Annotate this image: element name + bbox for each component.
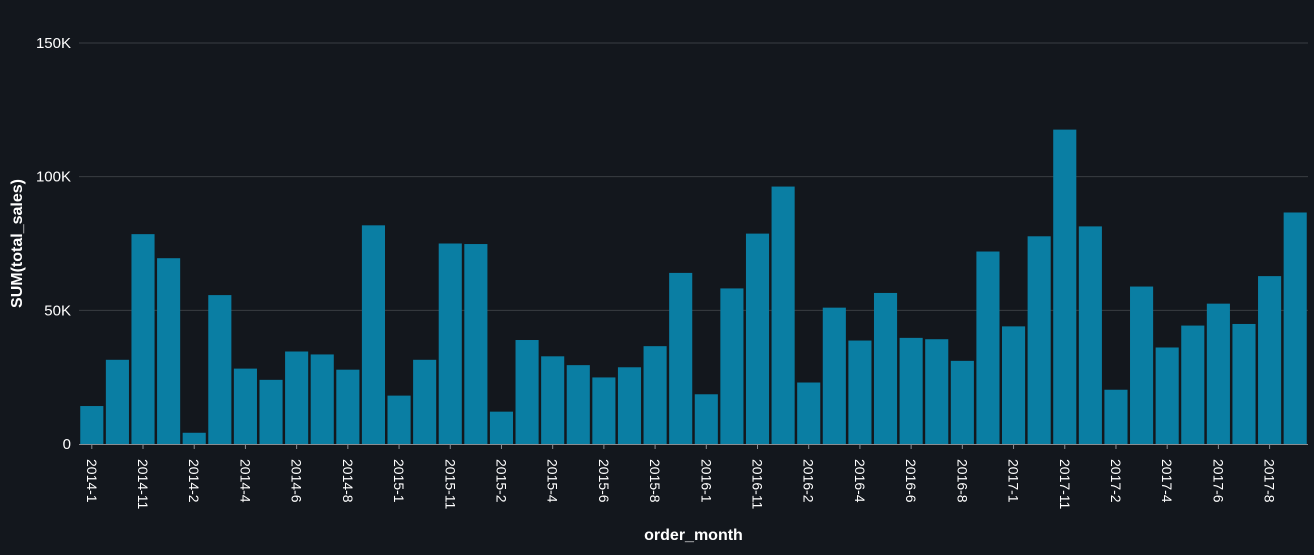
x-tick-label: 2015-11: [442, 459, 458, 510]
x-tick-label: 2015-6: [596, 459, 612, 503]
bar[interactable]: [105, 359, 129, 444]
bar[interactable]: [1104, 389, 1128, 444]
x-tick-label: 2017-11: [1057, 459, 1073, 510]
y-tick-label: 50K: [44, 302, 71, 319]
x-tick-label: 2015-4: [545, 459, 561, 503]
x-axis-ticks: 2014-1 2014-11 2014-2 2014-4 2014-6 2014-8 201…: [84, 444, 1278, 510]
bar[interactable]: [1053, 129, 1077, 444]
grid-lines: [79, 42, 1308, 311]
bar[interactable]: [310, 354, 334, 444]
bar[interactable]: [745, 233, 770, 444]
x-tick-label: 2016-1: [698, 459, 714, 503]
bar[interactable]: [950, 360, 974, 444]
bar[interactable]: [1283, 212, 1307, 444]
bar[interactable]: [1181, 325, 1205, 444]
bar[interactable]: [976, 251, 1000, 444]
bar[interactable]: [80, 406, 104, 444]
y-tick-label: 100K: [36, 169, 71, 186]
bar[interactable]: [566, 365, 590, 444]
bar[interactable]: [361, 225, 385, 444]
bar[interactable]: [1002, 326, 1026, 444]
x-tick-label: 2017-2: [1108, 459, 1124, 503]
x-tick-label: 2015-8: [647, 459, 663, 503]
x-tick-label: 2017-1: [1006, 459, 1022, 503]
bar[interactable]: [1206, 303, 1230, 444]
x-tick-label: 2014-6: [289, 459, 305, 503]
x-axis-title: order_month: [644, 527, 743, 544]
bar[interactable]: [822, 307, 846, 444]
bar[interactable]: [541, 356, 565, 444]
bar[interactable]: [592, 377, 616, 444]
x-tick-label: 2014-2: [186, 459, 202, 503]
x-tick-label: 2017-6: [1210, 459, 1226, 503]
bar[interactable]: [899, 337, 923, 444]
bars: [80, 129, 1307, 445]
bar[interactable]: [848, 340, 872, 444]
bar[interactable]: [157, 258, 181, 444]
x-tick-label: 2017-4: [1159, 459, 1175, 503]
bar[interactable]: [669, 272, 693, 444]
bar[interactable]: [131, 234, 155, 444]
x-tick-label: 2016-11: [750, 459, 766, 510]
bar[interactable]: [438, 243, 462, 445]
bar[interactable]: [208, 295, 232, 444]
y-tick-label: 0: [63, 436, 71, 453]
x-tick-label: 2015-2: [493, 459, 509, 503]
x-tick-label: 2016-8: [954, 459, 970, 503]
bar[interactable]: [259, 379, 283, 444]
x-tick-label: 2015-1: [391, 459, 407, 503]
bar[interactable]: [464, 244, 488, 444]
bar[interactable]: [797, 382, 821, 444]
bar[interactable]: [1258, 276, 1282, 444]
bar[interactable]: [1232, 323, 1256, 444]
bar[interactable]: [617, 367, 642, 444]
bar[interactable]: [413, 359, 437, 444]
x-tick-label: 2014-4: [237, 459, 253, 503]
x-tick-label: 2014-11: [135, 459, 151, 510]
bar[interactable]: [925, 339, 949, 444]
x-tick-label: 2014-8: [340, 459, 356, 503]
x-tick-label: 2016-4: [852, 459, 868, 503]
bar[interactable]: [1027, 236, 1051, 444]
bar[interactable]: [233, 368, 257, 444]
bar[interactable]: [873, 292, 898, 444]
bar[interactable]: [643, 346, 667, 444]
bar[interactable]: [285, 351, 309, 444]
x-tick-label: 2014-1: [84, 459, 100, 503]
x-tick-label: 2017-8: [1262, 459, 1278, 503]
bar[interactable]: [771, 186, 795, 445]
bar[interactable]: [1130, 286, 1154, 444]
bar[interactable]: [182, 432, 206, 444]
bar[interactable]: [336, 369, 360, 444]
x-tick-label: 2016-6: [903, 459, 919, 503]
bar[interactable]: [489, 411, 514, 444]
y-axis-title: SUM(total_sales): [9, 179, 26, 308]
bar[interactable]: [515, 340, 539, 444]
x-tick-label: 2016-2: [801, 459, 817, 503]
bar[interactable]: [694, 394, 718, 444]
bar[interactable]: [1078, 226, 1102, 444]
y-tick-label: 150K: [36, 35, 71, 52]
bar[interactable]: [387, 395, 411, 444]
y-axis-ticks: 0 50K 100K 150K: [36, 35, 71, 453]
bar[interactable]: [1155, 347, 1179, 444]
bar[interactable]: [720, 288, 744, 444]
